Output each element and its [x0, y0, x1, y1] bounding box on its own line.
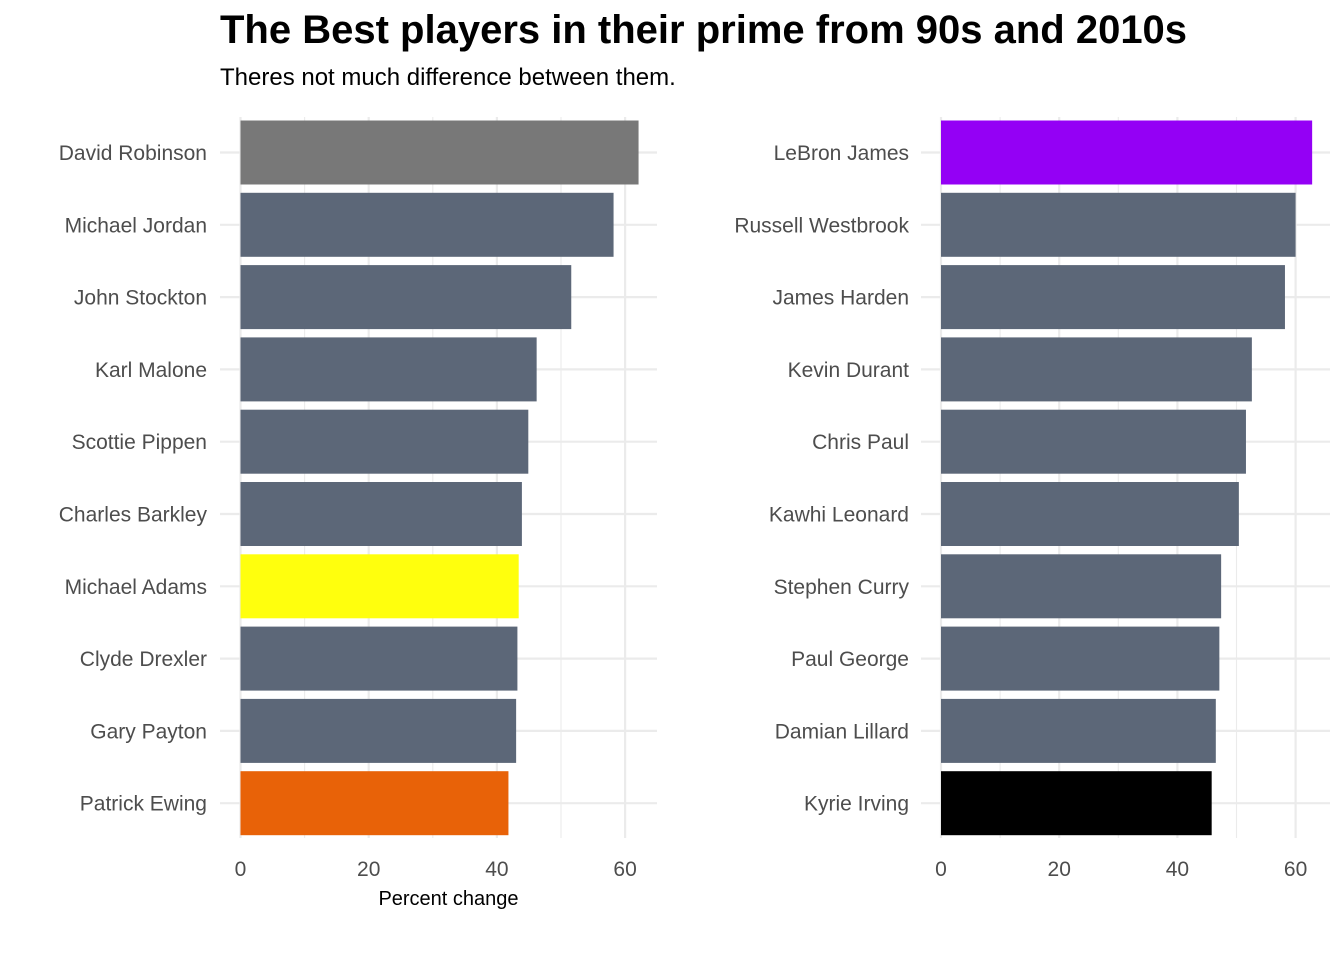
bar [240, 120, 639, 185]
bar [240, 192, 614, 257]
bar [240, 482, 522, 546]
bar [941, 265, 1285, 330]
chart-title: The Best players in their prime from 90s… [220, 8, 1188, 52]
y-tick-label: David Robinson [59, 142, 207, 165]
chart-panel-1: David Robinson Michael Jordan John Stockto… [59, 117, 657, 910]
y-tick-label: Kyrie Irving [804, 793, 909, 816]
y-tick-label: Stephen Curry [774, 576, 910, 599]
x-tick-label: 40 [1166, 858, 1189, 881]
chart-subtitle: Theres not much difference between them. [220, 64, 676, 91]
bar [240, 698, 517, 763]
bar [240, 626, 518, 691]
y-tick-label: Russell Westbrook [734, 214, 909, 237]
y-tick-label: Paul George [791, 648, 909, 671]
y-tick-label: Kawhi Leonard [769, 504, 909, 527]
bar [941, 482, 1239, 546]
bar [941, 698, 1216, 763]
bar [240, 337, 537, 402]
bar [941, 626, 1220, 691]
y-tick-label: Damian Lillard [775, 720, 909, 743]
y-tick-label: Scottie Pippen [72, 431, 207, 454]
y-tick-label: Karl Malone [95, 359, 207, 382]
y-tick-label: John Stockton [74, 287, 207, 310]
x-tick-label: 60 [613, 858, 636, 881]
bar [240, 265, 572, 330]
bar [240, 771, 509, 836]
y-tick-label: Michael Jordan [65, 214, 207, 237]
bar [240, 554, 519, 619]
y-tick-label: Charles Barkley [59, 504, 208, 527]
bar [941, 192, 1296, 257]
y-tick-label: Michael Adams [65, 576, 207, 599]
bar [941, 771, 1212, 836]
bar [941, 337, 1252, 402]
y-tick-label: Patrick Ewing [80, 793, 207, 816]
x-tick-label: 40 [485, 858, 508, 881]
y-tick-label: James Harden [772, 287, 909, 310]
x-tick-label: 60 [1284, 858, 1307, 881]
y-tick-label: Gary Payton [90, 720, 207, 743]
bar [941, 409, 1246, 474]
x-axis-title: Percent change [378, 888, 518, 910]
y-tick-label: LeBron James [774, 142, 909, 165]
y-tick-label: Chris Paul [812, 431, 909, 454]
y-tick-label: Clyde Drexler [80, 648, 207, 671]
bar [941, 120, 1313, 185]
chart-panel-2: LeBron James Russell Westbrook James Harde… [734, 117, 1330, 881]
bar [240, 409, 529, 474]
x-tick-label: 20 [357, 858, 380, 881]
x-tick-label: 0 [235, 858, 247, 881]
bar [941, 554, 1222, 619]
x-tick-label: 20 [1048, 858, 1071, 881]
x-tick-label: 0 [935, 858, 947, 881]
y-tick-label: Kevin Durant [788, 359, 910, 382]
